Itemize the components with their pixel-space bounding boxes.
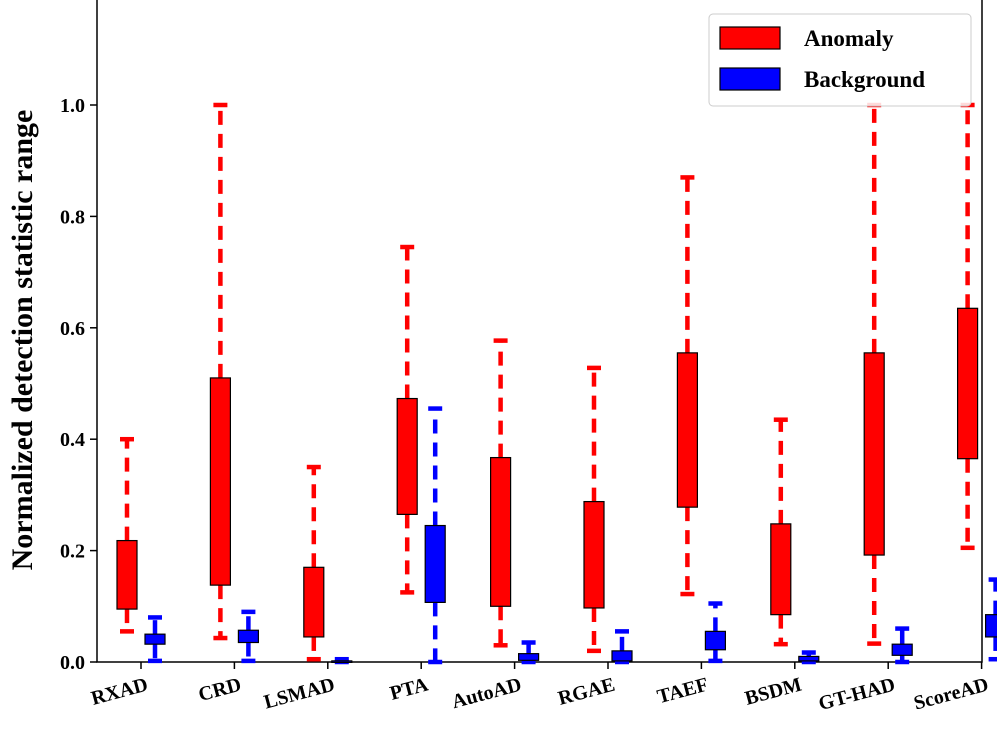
box-anomaly-taef (676, 175, 699, 597)
legend-swatch-anomaly (719, 26, 781, 50)
box-body (116, 539, 138, 610)
box-background-taef (704, 601, 727, 664)
x-tick-label-taef: TAEF (655, 674, 711, 709)
box-body (424, 524, 446, 604)
chart-marks (116, 102, 997, 665)
box-body (956, 307, 979, 460)
box-body (303, 566, 325, 638)
box-background-rgae (611, 629, 633, 665)
y-tick-label-4: 0.8 (60, 206, 85, 228)
box-anomaly-crd (209, 102, 231, 641)
y-tick-label-1: 0.2 (60, 541, 85, 563)
box-anomaly-scoread (956, 102, 979, 551)
x-tick-label-gt-had: GT-HAD (816, 674, 897, 715)
legend-swatch-background (719, 67, 781, 91)
box-body (209, 377, 231, 586)
box-body (611, 650, 633, 662)
box-anomaly-autoad (490, 338, 512, 648)
x-tick-label-rxad: RXAD (89, 674, 151, 710)
box-anomaly-gt-had (863, 102, 885, 646)
box-body (770, 523, 792, 616)
box-body (517, 653, 540, 661)
box-background-scoread (984, 577, 997, 662)
box-body (583, 500, 605, 609)
box-anomaly-rgae (583, 365, 605, 654)
box-body (237, 629, 259, 644)
y-tick-label-3: 0.6 (60, 318, 85, 340)
x-tick-label-scoread: ScoreAD (912, 674, 991, 715)
plot-area (96, 0, 983, 663)
box-body (704, 630, 727, 651)
box-background-crd (237, 609, 259, 664)
legend: Anomaly Background (708, 13, 972, 107)
x-tick-label-lsmad: LSMAD (262, 674, 337, 714)
x-tick-label-rgae: RGAE (556, 674, 618, 710)
box-background-gt-had (891, 626, 913, 665)
box-body (331, 660, 353, 663)
box-background-rxad (144, 615, 166, 664)
box-anomaly-rxad (116, 436, 138, 634)
box-background-autoad (517, 640, 540, 665)
box-body (490, 456, 512, 607)
x-tick-label-pta: PTA (388, 673, 431, 704)
box-body (396, 397, 418, 515)
legend-label-background: Background (804, 67, 925, 92)
box-body (676, 352, 699, 508)
plot-frame (96, 0, 983, 663)
box-background-pta (424, 406, 446, 665)
x-tick-label-autoad: AutoAD (449, 674, 523, 714)
box-anomaly-bsdm (770, 417, 792, 647)
box-background-bsdm (798, 650, 820, 665)
box-background-lsmad (331, 656, 353, 665)
y-tick-label-0: 0.0 (60, 652, 85, 674)
legend-label-anomaly: Anomaly (804, 26, 894, 51)
x-tick-label-crd: CRD (196, 674, 244, 706)
x-tick-label-bsdm: BSDM (743, 674, 805, 710)
x-axis: RXAD CRD LSMAD PTA AutoAD RGAE TAEF BSDM GT-HAD S… (89, 662, 991, 715)
y-axis: 0.0 0.2 0.4 0.6 0.8 1.0 (60, 95, 97, 674)
y-tick-label-2: 0.4 (60, 429, 85, 451)
box-body (863, 352, 885, 556)
box-body (798, 655, 820, 662)
box-body (891, 643, 913, 656)
y-axis-title: Normalized detection statistic range (6, 110, 39, 571)
box-anomaly-pta (396, 244, 418, 595)
box-body (984, 614, 997, 638)
box-body (144, 633, 166, 645)
box-anomaly-lsmad (303, 464, 325, 662)
y-tick-label-5: 1.0 (60, 95, 85, 117)
